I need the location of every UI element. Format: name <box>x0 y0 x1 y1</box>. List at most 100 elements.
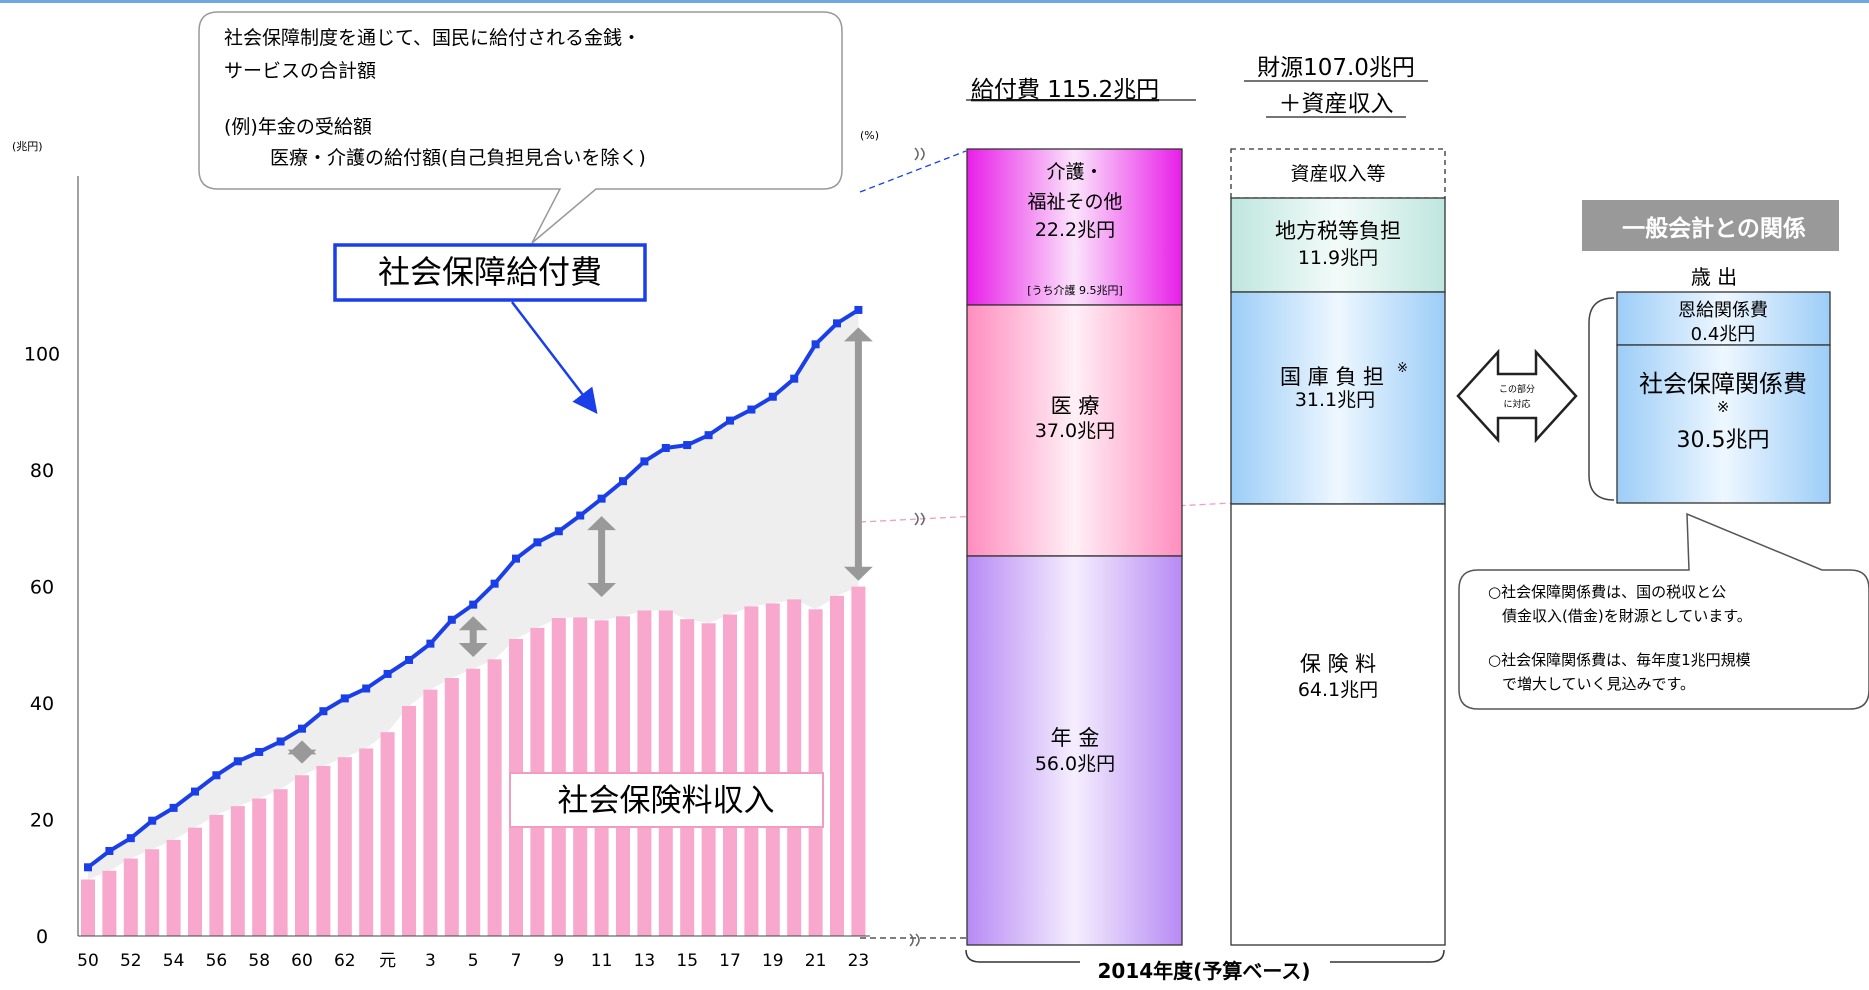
x-tick-label: 5 <box>468 951 479 971</box>
x-tick-label: 62 <box>334 951 356 971</box>
y-tick-label: 0 <box>36 926 48 948</box>
benefit-point <box>619 477 627 486</box>
premium-bar <box>402 705 416 936</box>
premium-label: 社会保険料収入 <box>558 783 775 819</box>
benefit-point <box>790 374 799 383</box>
x-tick-label: 11 <box>591 951 613 971</box>
premium-bar <box>252 798 267 936</box>
y-tick-label: 60 <box>30 577 54 599</box>
correspondence-arrow: この部分 に対応 <box>1456 348 1578 444</box>
premium-bar <box>466 668 481 936</box>
benefit-point <box>447 615 456 624</box>
benefit-stack-title: 給付費 115.2兆円 <box>971 77 1159 103</box>
gap-arrow-2011 <box>844 327 873 581</box>
corr-label-1: この部分 <box>1499 383 1535 395</box>
callout-line-1: 社会保障制度を通じて、国民に給付される金銭・ <box>224 27 641 49</box>
x-tick-label: 19 <box>762 951 784 971</box>
benefit-point <box>383 669 392 678</box>
gap-area <box>88 309 859 880</box>
benefit-point <box>212 771 221 780</box>
hokenryo-value: 64.1兆円 <box>1298 679 1378 701</box>
benefit-point <box>533 538 542 547</box>
source-stack-title-2: ＋資産収入 <box>1279 91 1394 117</box>
x-tick-label: 7 <box>511 951 522 971</box>
benefit-point <box>426 639 435 648</box>
x-tick-label: 15 <box>676 951 698 971</box>
premium-bar <box>102 870 117 936</box>
benefit-point <box>597 494 606 503</box>
benefit-point <box>490 579 499 588</box>
top-rule <box>0 0 1869 9</box>
benefit-point <box>340 694 349 703</box>
benefit-point <box>362 684 371 693</box>
benefit-point <box>126 834 135 843</box>
x-tick-label: 13 <box>634 951 656 971</box>
kaigo-value: 22.2兆円 <box>1035 219 1115 241</box>
benefit-point <box>276 737 285 746</box>
shahosho-box <box>1616 344 1831 504</box>
benefit-point <box>640 457 649 466</box>
x-tick-label: 元 <box>379 951 396 971</box>
benefit-point <box>704 431 713 440</box>
premium-bar <box>765 603 780 936</box>
premium-bar <box>123 858 138 936</box>
year-brace <box>965 949 1445 963</box>
benefit-point <box>148 816 157 825</box>
benefit-point <box>554 527 563 536</box>
premium-label-box: 社会保険料収入 <box>509 772 824 828</box>
stack-hokenryo <box>1230 503 1446 946</box>
premium-bar <box>337 757 352 936</box>
premium-bar <box>830 595 844 936</box>
y-tick-label: 40 <box>30 693 54 715</box>
benefit-point <box>319 707 328 716</box>
gap-arrow-1993 <box>458 616 488 658</box>
kokko-value: 31.1兆円 <box>1295 389 1375 411</box>
general-account-tab-label: 一般会計との関係 <box>1622 215 1806 242</box>
source-stack-title-1: 財源107.0兆円 <box>1257 55 1415 81</box>
kaigo-note: [うち介護 9.5兆円] <box>1027 283 1123 297</box>
benefit-label: 社会保障給付費 <box>378 253 602 291</box>
benefit-label-box: 社会保障給付費 <box>333 243 647 414</box>
x-tick-label: 58 <box>248 951 270 971</box>
y-tick-labels: 0 20 40 60 80 100 <box>24 344 60 948</box>
benefit-point <box>683 441 692 450</box>
premium-bar <box>230 806 245 936</box>
kaigo-line-1: 介護・ <box>1046 161 1103 183</box>
expenditure-label: 歳 出 <box>1691 265 1737 289</box>
x-tick-label: 21 <box>805 951 827 971</box>
x-tick-label: 54 <box>163 951 185 971</box>
hokenryo-label: 保 険 料 <box>1300 652 1376 676</box>
asset-label: 資産収入等 <box>1290 163 1385 185</box>
premium-bar <box>359 748 374 936</box>
note-1a: ○社会保障関係費は、国の税収と公 <box>1488 583 1726 601</box>
benefit-point <box>469 600 478 609</box>
iryo-value: 37.0兆円 <box>1035 420 1115 442</box>
note-2b: で増大していく見込みです。 <box>1502 675 1695 693</box>
shahosho-mark: ※ <box>1717 398 1730 416</box>
note-2a: ○社会保障関係費は、毎年度1兆円規模 <box>1488 651 1751 669</box>
onkyu-label: 恩給関係費 <box>1678 300 1768 321</box>
shahosho-label: 社会保障関係費 <box>1639 370 1807 398</box>
gap-arrow-1999 <box>587 516 616 598</box>
benefit-points <box>84 305 863 872</box>
chiho-label: 地方税等負担 <box>1275 219 1401 243</box>
x-tick-label: 23 <box>848 951 870 971</box>
premium-bar <box>273 789 288 936</box>
onkyu-value: 0.4兆円 <box>1691 324 1756 345</box>
premium-bar <box>188 827 202 936</box>
notes-bubble: ○社会保障関係費は、国の税収と公 債金収入(借金)を財源としています。 ○社会保… <box>1458 512 1869 710</box>
iryo-line-1: 医 療 <box>1051 394 1100 418</box>
x-tick-label: 50 <box>77 951 99 971</box>
premium-bar <box>166 839 181 936</box>
benefit-point <box>169 803 178 812</box>
benefit-point <box>105 846 114 855</box>
y-tick-label: 80 <box>30 460 54 482</box>
premium-bar <box>209 814 224 936</box>
x-tick-label: 17 <box>719 951 741 971</box>
benefit-point <box>811 340 820 349</box>
premium-bar <box>380 732 395 936</box>
onkyu-box <box>1616 291 1831 346</box>
source-stack: 資産収入等 地方税等負担 11.9兆円 国 庫 負 担 ※ 31.1兆円 保 険… <box>1230 148 1446 946</box>
